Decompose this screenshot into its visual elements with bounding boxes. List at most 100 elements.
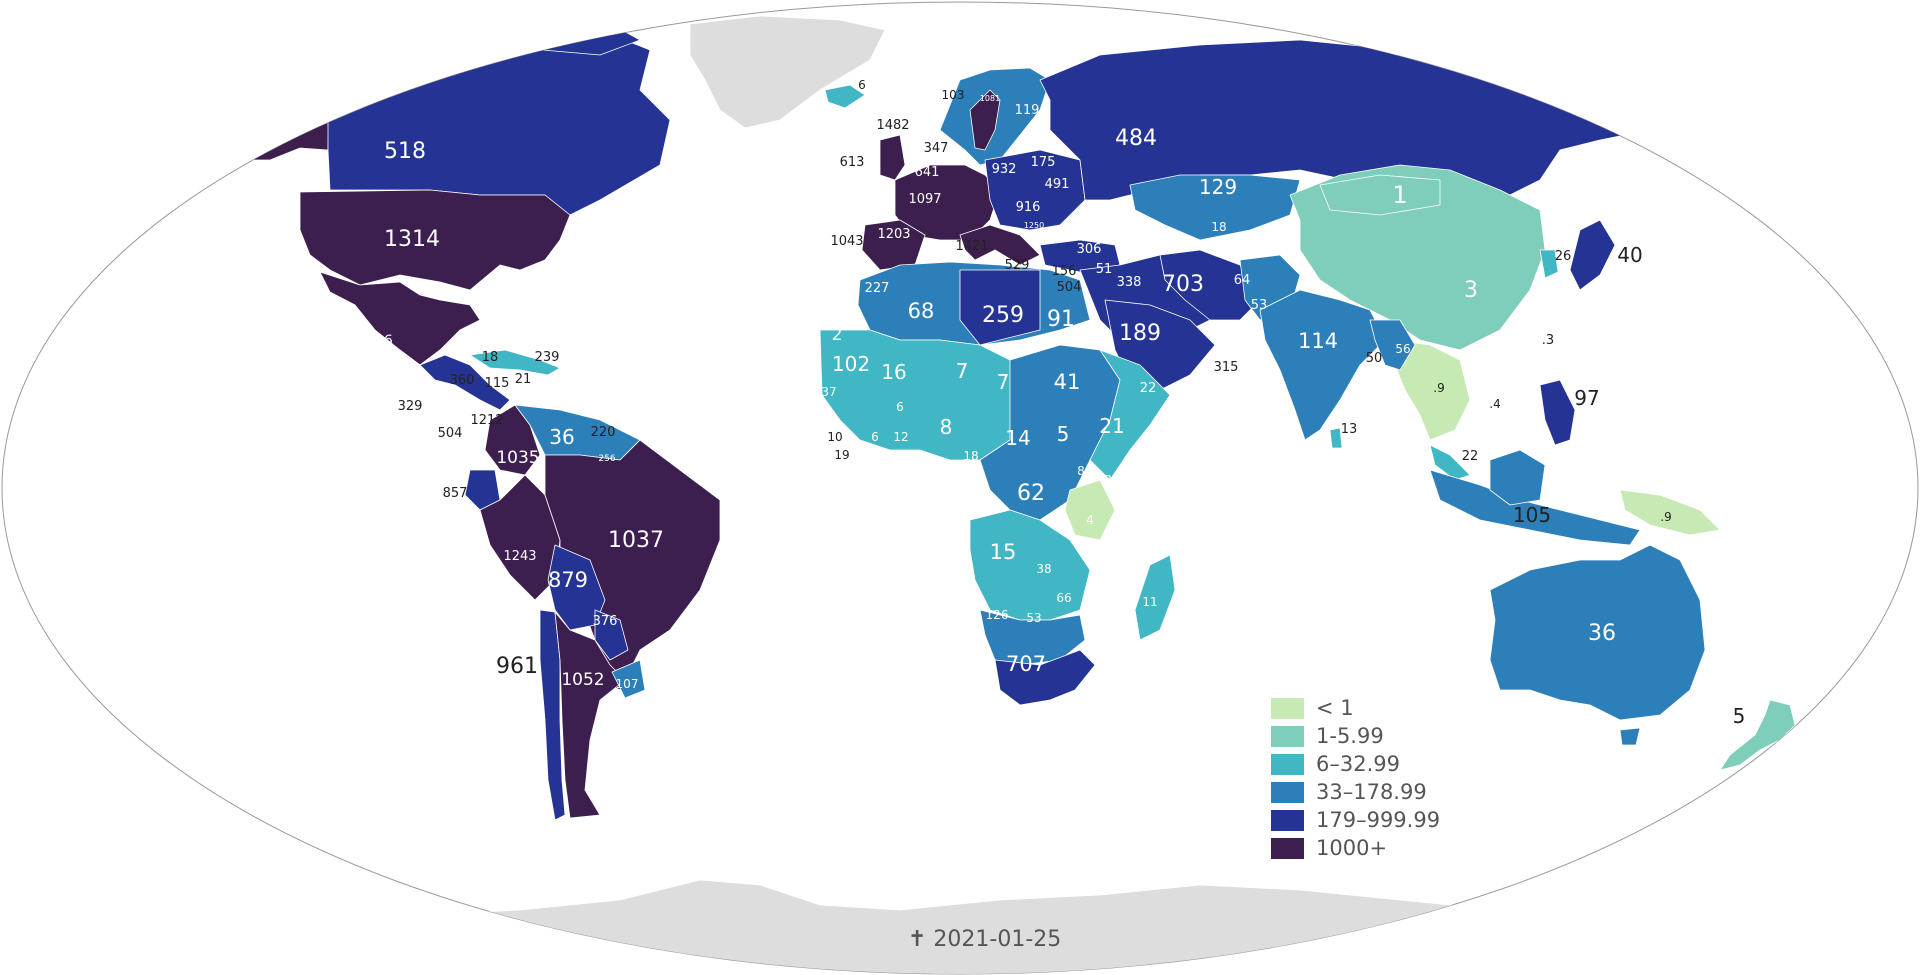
region-italy-balkans [959,224,1041,266]
region-myanmar [1369,319,1416,371]
country-value-label: 1035 [496,448,539,468]
legend-label: 1000+ [1316,836,1387,860]
country-value-label: 1052 [561,670,604,690]
country-value-label: 8 [940,415,953,439]
country-value-label: 68 [908,299,935,323]
country-value-label: 175 [1031,155,1056,170]
legend-swatch [1271,726,1304,747]
country-value-label: 703 [1162,272,1204,297]
region-caribbean [469,349,561,376]
region-iceland [824,84,866,109]
region-libya [959,269,1041,346]
country-value-label: 53 [1251,298,1268,313]
country-value-label: 14 [1005,426,1030,450]
country-value-label: 529 [1005,258,1030,273]
country-value-label: 126 [986,608,1009,622]
country-value-label: 6 [858,78,866,92]
country-value-label: 7 [956,359,969,383]
country-value-label: 306 [1077,242,1102,257]
region-kazakhstan [1129,174,1301,241]
country-value-label: 18 [1211,220,1226,234]
country-value-label: 1 [980,474,988,488]
country-value-label: .4 [1489,397,1500,411]
country-value-label: 8 [1152,447,1160,461]
region-uruguay [611,659,646,699]
country-value-label: 189 [1119,321,1161,346]
region-southeast-asia [1394,339,1471,441]
country-value-label: 376 [593,614,618,629]
country-value-label: 107 [616,677,639,691]
country-value-label: 5 [1057,422,1070,446]
country-value-label: 22 [1140,381,1157,396]
region-philippines [1539,379,1576,446]
legend: < 1 1-5.99 6–32.99 33–178.99 179–999.99 1000+ [1271,696,1440,860]
region-borneo [1489,449,1546,506]
country-value-label: 1421 [955,239,988,254]
region-paraguay [594,609,629,661]
legend-swatch [1271,754,1304,775]
region-alaska [209,71,331,161]
region-eastern-europe [984,149,1086,231]
country-value-label: 315 [1214,360,1239,375]
country-value-label: 50 [1366,351,1383,366]
country-value-label: 10 [1103,566,1118,580]
country-value-label: 707 [1006,652,1046,676]
country-value-label: 932 [992,162,1017,177]
region-argentina [554,611,626,819]
region-namibia [979,609,1086,666]
region-greenland [689,15,886,129]
country-value-label: .9 [1660,510,1671,524]
country-value-label: 114 [1298,329,1338,353]
country-value-label: 338 [1117,275,1142,290]
country-value-label: 8 [1077,464,1085,478]
country-value-label: 1482 [876,118,909,133]
country-value-label: 66 [1056,591,1071,605]
country-value-label: 119 [1015,103,1040,118]
legend-label: 179–999.99 [1316,808,1440,832]
country-value-label: 916 [1016,200,1041,215]
country-value-label: 215 [1271,224,1294,238]
country-value-label: 11 [1142,595,1157,609]
country-value-label: 1 [1392,181,1407,209]
country-value-label: 484 [1115,126,1157,151]
country-value-label: 239 [535,350,560,365]
country-value-label: 12 [893,430,908,444]
country-value-label: 26 [447,400,464,415]
country-value-label: 641 [915,165,940,180]
country-value-label: 227 [865,281,890,296]
legend-label: < 1 [1316,696,1354,720]
country-value-label: 518 [384,139,426,164]
region-mexico [319,271,481,366]
country-value-label: .3 [1542,333,1554,348]
country-value-label: 6 [871,430,879,444]
country-value-label: 36 [1588,621,1616,646]
region-india [1259,289,1386,441]
date-caption: ✝ 2021-01-25 [908,927,1061,952]
country-value-label: 1043 [830,234,863,249]
country-value-label: 41 [1054,370,1081,394]
country-value-label: 1186 [357,333,393,349]
country-value-label: 103 [942,88,965,102]
country-value-label: 38 [1036,562,1051,576]
country-value-label: 18 [963,449,978,463]
country-value-label: 6 [896,400,904,414]
country-value-label: .9 [1433,381,1444,395]
region-mongolia [1319,174,1441,216]
country-value-label: 40 [1617,243,1642,267]
country-value-label: 329 [398,399,423,414]
country-value-label: 2 [832,325,843,345]
country-value-label: 51 [1096,262,1113,277]
country-value-label: 53 [1026,611,1041,625]
country-value-label: 64 [1234,273,1251,288]
legend-label: 1-5.99 [1316,724,1384,748]
country-value-label: 504 [1057,280,1082,295]
legend-swatch [1271,838,1304,859]
region-japan [1569,219,1616,291]
country-value-label: 156 [1052,264,1077,279]
country-value-label: 105 [1513,503,1551,527]
region-east-africa [1089,349,1171,481]
country-value-label: 1097 [908,192,941,207]
legend-swatch [1271,810,1304,831]
region-sweden [969,89,1001,151]
region-uk [879,134,906,181]
